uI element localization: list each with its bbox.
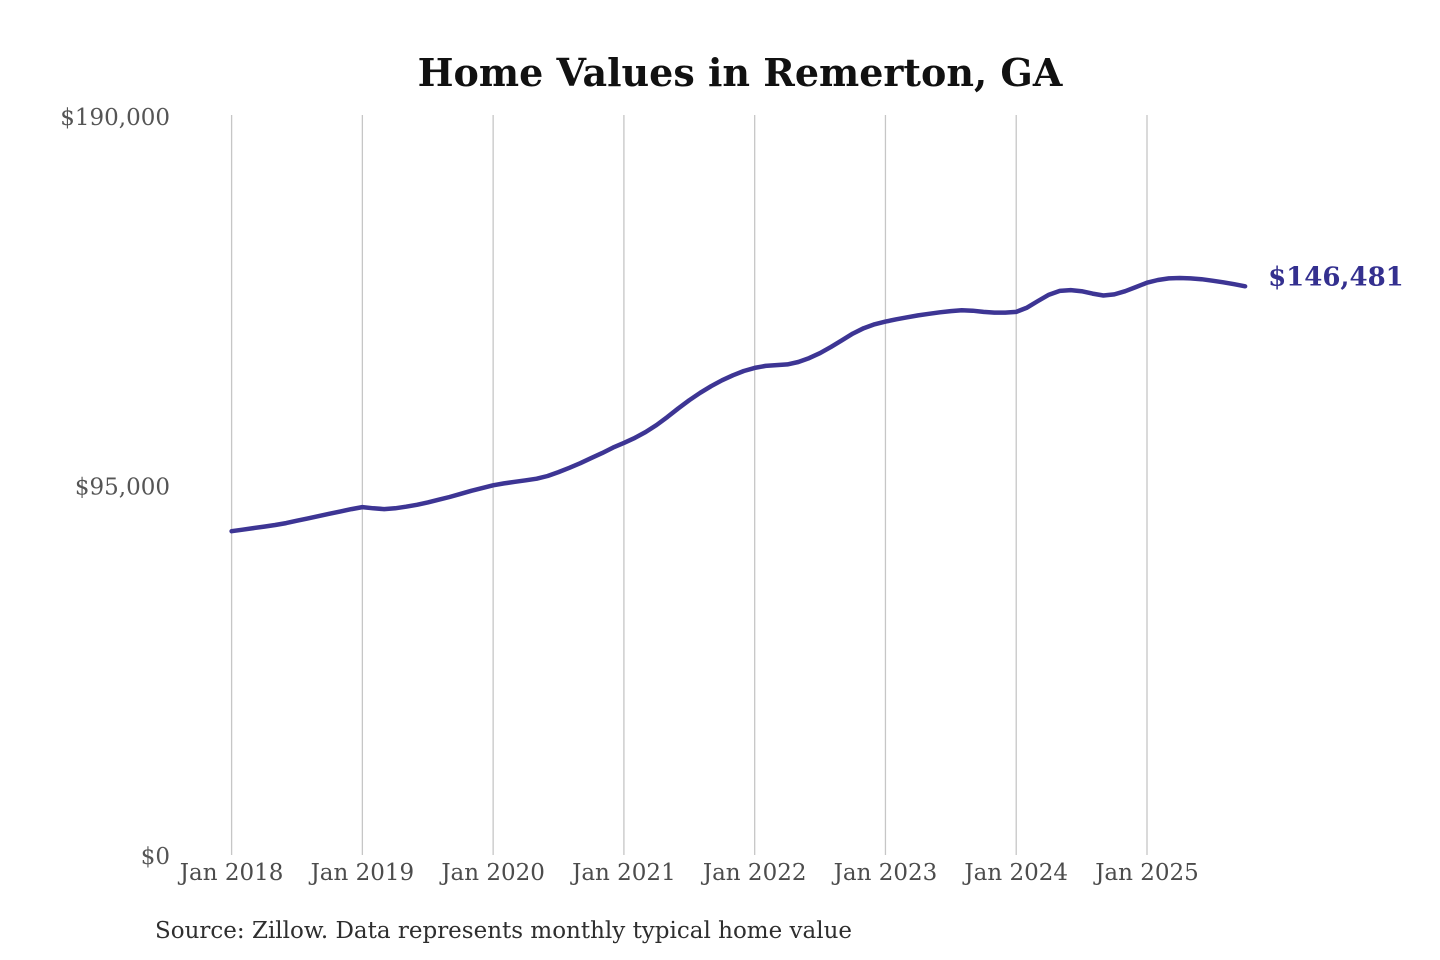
x-axis-tick-label: Jan 2021 — [570, 860, 676, 886]
x-axis-tick-label: Jan 2023 — [832, 860, 938, 886]
x-axis-tick-label: Jan 2020 — [439, 860, 545, 886]
y-axis-tick-label: $0 — [141, 844, 170, 870]
gridline-group — [230, 115, 1148, 855]
chart-title: Home Values in Remerton, GA — [418, 50, 1063, 95]
x-axis-tick-label: Jan 2019 — [309, 860, 415, 886]
current-value-label: $146,481 — [1268, 262, 1404, 292]
y-axis-tick-label: $190,000 — [60, 105, 170, 131]
x-axis-tick-label: Jan 2018 — [178, 860, 284, 886]
x-axis-tick-labels: Jan 2018 Jan 2019 Jan 2020 Jan 2021 Jan 2022… — [178, 860, 1199, 886]
x-axis-tick-label: Jan 2022 — [701, 860, 807, 886]
source-note: Source: Zillow. Data represents monthly … — [155, 918, 852, 944]
x-axis-tick-label: Jan 2025 — [1093, 860, 1199, 886]
y-axis-tick-labels: $190,000 $95,000 $0 — [60, 105, 170, 870]
x-axis-tick-label: Jan 2024 — [962, 860, 1068, 886]
home-value-line-series — [229, 275, 1248, 534]
y-axis-tick-label: $95,000 — [75, 475, 170, 501]
